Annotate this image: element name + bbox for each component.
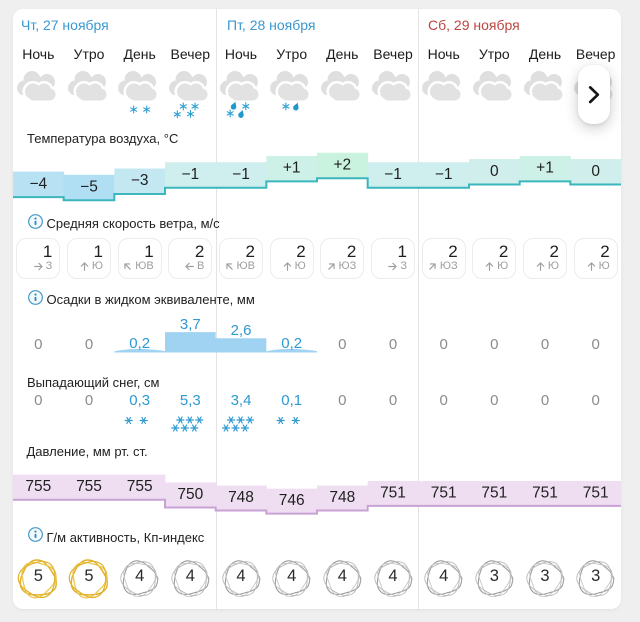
svg-text:751: 751 — [481, 484, 507, 501]
svg-text:755: 755 — [127, 478, 153, 495]
svg-text:+2: +2 — [333, 157, 351, 174]
svg-text:+1: +1 — [283, 160, 301, 177]
svg-text:751: 751 — [532, 484, 558, 501]
svg-text:755: 755 — [25, 478, 51, 495]
svg-text:0: 0 — [490, 163, 499, 180]
svg-text:755: 755 — [76, 478, 102, 495]
svg-text:−1: −1 — [435, 166, 453, 183]
svg-text:746: 746 — [279, 492, 305, 509]
svg-text:−1: −1 — [232, 166, 250, 183]
svg-text:+1: +1 — [536, 160, 554, 177]
svg-text:−1: −1 — [181, 166, 199, 183]
svg-text:748: 748 — [329, 489, 355, 506]
svg-text:−3: −3 — [131, 172, 149, 189]
svg-text:751: 751 — [431, 484, 457, 501]
svg-text:750: 750 — [177, 486, 203, 503]
svg-text:−5: −5 — [80, 179, 98, 196]
svg-text:751: 751 — [380, 484, 406, 501]
svg-text:−4: −4 — [29, 175, 47, 192]
svg-text:748: 748 — [228, 489, 254, 506]
svg-text:751: 751 — [583, 484, 609, 501]
svg-text:−1: −1 — [384, 166, 402, 183]
svg-text:0: 0 — [591, 163, 600, 180]
